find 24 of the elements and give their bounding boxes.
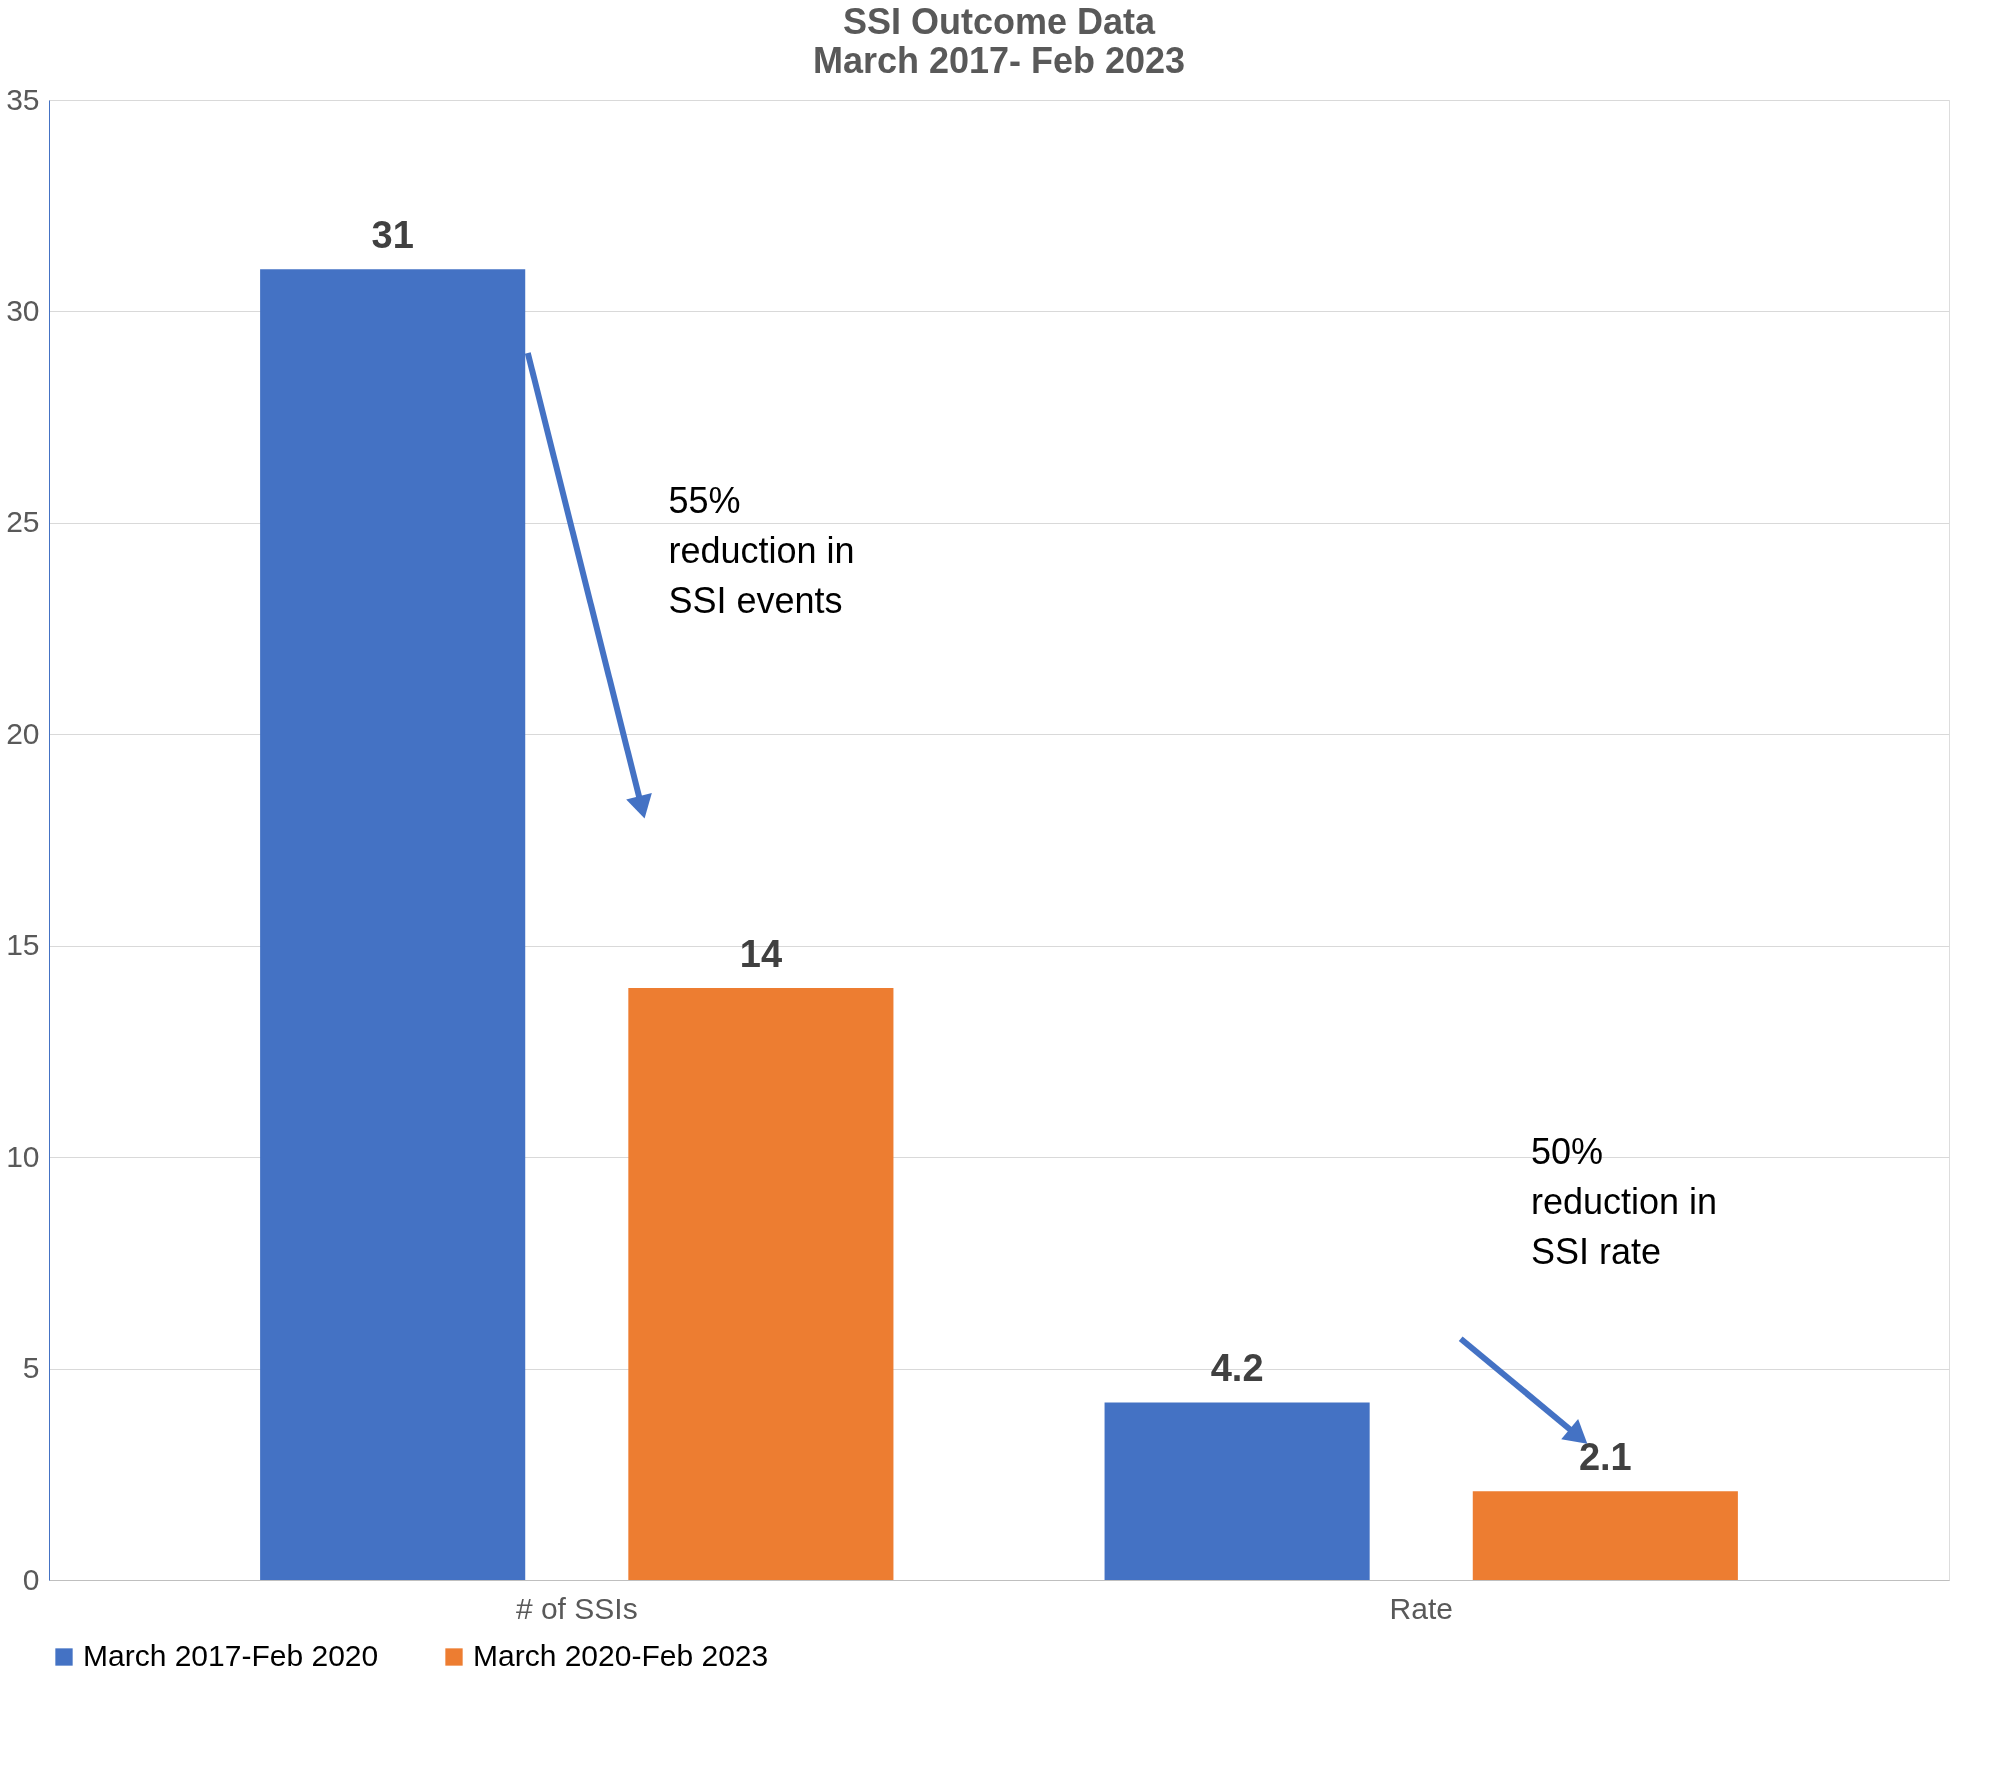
y-tick-label: 0 [22,1562,40,1596]
annotation: 55% reduction in SSI events [668,479,855,621]
data-label: 14 [739,933,783,975]
x-tick-label: # of SSIs [515,1591,638,1625]
y-tick-label: 15 [6,928,40,962]
chart-title: SSI Outcome Data [842,1,1157,42]
bar [628,988,894,1580]
legend-label: March 2020-Feb 2023 [473,1639,769,1672]
y-tick-label: 5 [22,1351,40,1385]
y-tick-label: 20 [6,716,40,750]
chart-subtitle: March 2017- Feb 2023 [812,40,1186,81]
legend-label: March 2017-Feb 2020 [83,1639,379,1672]
y-tick-label: 35 [6,82,40,116]
data-label: 4.2 [1210,1347,1264,1390]
y-tick-label: 25 [6,505,40,539]
data-label: 2.1 [1578,1436,1632,1479]
data-label: 31 [371,214,414,257]
bar [1472,1491,1738,1580]
bar [260,269,526,1580]
y-tick-label: 30 [6,293,40,327]
annotation: 50% reduction in SSI rate [1531,1131,1718,1272]
y-tick-label: 10 [6,1139,40,1173]
x-tick-label: Rate [1389,1591,1453,1625]
bar [1104,1402,1370,1580]
